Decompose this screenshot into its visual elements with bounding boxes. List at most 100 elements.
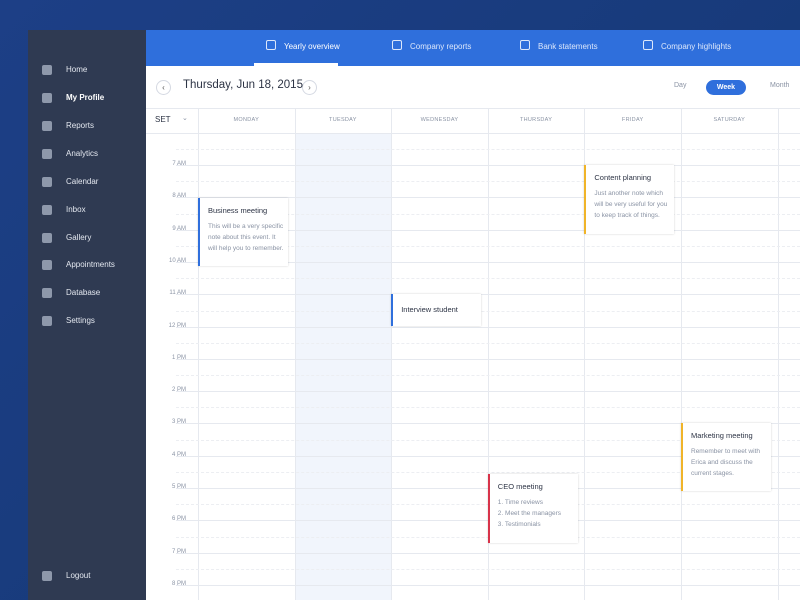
tab-label: Bank statements bbox=[538, 42, 598, 51]
half-hour-line bbox=[176, 342, 800, 344]
nav-label: Home bbox=[66, 65, 88, 74]
day-label: MONDAY bbox=[233, 117, 260, 123]
time-label: 4 PM bbox=[171, 451, 186, 458]
hour-line bbox=[176, 552, 800, 554]
event-card[interactable]: Marketing meeting Remember to meet with Er… bbox=[681, 423, 771, 491]
nav-label: Analytics bbox=[66, 149, 99, 158]
hour-line bbox=[176, 197, 800, 199]
half-hour-line bbox=[176, 149, 800, 150]
time-label: 10 AM bbox=[168, 257, 186, 264]
tab[interactable]: Bank statements bbox=[520, 30, 598, 66]
time-label: 8 PM bbox=[171, 580, 186, 587]
event-card[interactable]: CEO meeting 1. Time reviews 2. Meet the ma… bbox=[487, 474, 578, 543]
nav-icon bbox=[42, 65, 52, 75]
nav-label: Gallery bbox=[66, 233, 92, 242]
sidebar: Home My Profile Reports Analytics Calendar In… bbox=[28, 30, 146, 600]
column-line bbox=[294, 108, 296, 600]
event-note: Remember to meet with bbox=[691, 448, 760, 455]
nav-icon bbox=[42, 93, 52, 103]
header-line bbox=[146, 108, 800, 109]
top-bar: Yearly overview Company reports Bank state… bbox=[146, 30, 800, 66]
nav-label: My Profile bbox=[66, 93, 105, 102]
event-note: note about this event. It bbox=[208, 234, 276, 241]
view-option[interactable]: Day bbox=[674, 82, 687, 89]
tab-underline bbox=[254, 63, 338, 66]
logout[interactable]: Logout bbox=[28, 566, 146, 586]
tab-icon bbox=[266, 40, 276, 50]
time-label: 5 PM bbox=[171, 484, 186, 490]
time-label: 12 PM bbox=[168, 322, 186, 329]
hour-line bbox=[176, 165, 800, 166]
nav-icon bbox=[42, 288, 52, 298]
day-label: FRIDAY bbox=[621, 117, 644, 123]
event-title: Marketing meeting bbox=[691, 431, 753, 440]
event-note: This will be a very specific bbox=[208, 223, 284, 230]
nav-item[interactable]: Inbox bbox=[28, 200, 146, 220]
nav-icon bbox=[42, 121, 52, 131]
hour-line bbox=[176, 326, 800, 328]
tab-icon bbox=[643, 40, 653, 50]
nav-item[interactable]: Calendar bbox=[28, 172, 146, 192]
half-hour-line bbox=[176, 310, 800, 312]
event-card[interactable]: Business meeting This will be a very spec… bbox=[198, 198, 288, 266]
nav-item[interactable]: Appointments bbox=[28, 255, 146, 275]
half-hour-line bbox=[176, 375, 800, 377]
tab[interactable]: Yearly overview bbox=[266, 30, 340, 66]
view-option[interactable]: Week bbox=[706, 80, 746, 95]
logout-icon bbox=[42, 571, 52, 581]
time-label: 7 AM bbox=[172, 161, 186, 167]
current-date: Thursday, Jun 18, 2015 bbox=[183, 79, 303, 91]
hour-line bbox=[176, 584, 800, 586]
time-label: 9 AM bbox=[172, 225, 186, 232]
tab-label: Company highlights bbox=[661, 42, 732, 51]
time-label: 3 PM bbox=[171, 419, 186, 426]
event-card[interactable]: Content planning Just another note which w… bbox=[584, 165, 675, 234]
hour-line bbox=[176, 294, 800, 296]
column-line bbox=[198, 108, 199, 600]
half-hour-line bbox=[176, 568, 800, 570]
time-label: 7 PM bbox=[171, 548, 186, 555]
event-title: Interview student bbox=[401, 305, 458, 314]
tab-label: Yearly overview bbox=[284, 42, 340, 51]
day-label: TUESDAY bbox=[329, 117, 357, 123]
logout-label: Logout bbox=[66, 571, 91, 580]
nav-item[interactable]: Reports bbox=[28, 116, 146, 136]
header-line bbox=[146, 133, 800, 134]
tab[interactable]: Company highlights bbox=[643, 30, 731, 66]
nav-label: Reports bbox=[66, 121, 95, 130]
half-hour-line bbox=[176, 407, 800, 409]
nav-item[interactable]: Analytics bbox=[28, 144, 146, 164]
column-line bbox=[681, 108, 682, 600]
nav-label: Appointments bbox=[66, 260, 115, 269]
hour-line bbox=[176, 455, 800, 457]
set-dropdown[interactable]: ⌄ bbox=[182, 115, 188, 122]
event-note: will be very useful for you bbox=[594, 201, 668, 208]
prev-button[interactable]: ‹ bbox=[156, 80, 171, 95]
tuesday-highlight bbox=[294, 134, 392, 600]
event-note: Just another note which bbox=[594, 190, 664, 197]
nav-item[interactable]: Gallery bbox=[28, 228, 146, 248]
nav-item[interactable]: Settings bbox=[28, 311, 146, 331]
day-label: WEDNESDAY bbox=[420, 117, 459, 123]
hour-line bbox=[176, 261, 800, 263]
nav-icon bbox=[42, 149, 52, 159]
nav-label: Inbox bbox=[66, 205, 86, 214]
hour-line bbox=[176, 423, 800, 425]
nav-item[interactable]: Home bbox=[28, 60, 146, 80]
tab-label: Company reports bbox=[410, 42, 472, 51]
nav-item[interactable]: My Profile bbox=[28, 88, 146, 108]
view-option[interactable]: Month bbox=[770, 82, 790, 89]
day-label: THURSDAY bbox=[519, 117, 553, 123]
nav-label: Settings bbox=[66, 316, 95, 325]
event-note: Erica and discuss the bbox=[691, 459, 753, 466]
next-button[interactable]: › bbox=[302, 80, 317, 95]
tab[interactable]: Company reports bbox=[392, 30, 471, 66]
event-card[interactable]: Interview student bbox=[391, 294, 482, 326]
hour-line bbox=[176, 358, 800, 360]
event-note: to keep track of things. bbox=[594, 212, 660, 219]
event-note: will help you to remember. bbox=[208, 245, 284, 252]
time-label: 2 PM bbox=[171, 387, 186, 394]
nav-item[interactable]: Database bbox=[28, 283, 146, 303]
event-title: Business meeting bbox=[208, 206, 268, 215]
column-line bbox=[777, 108, 779, 600]
